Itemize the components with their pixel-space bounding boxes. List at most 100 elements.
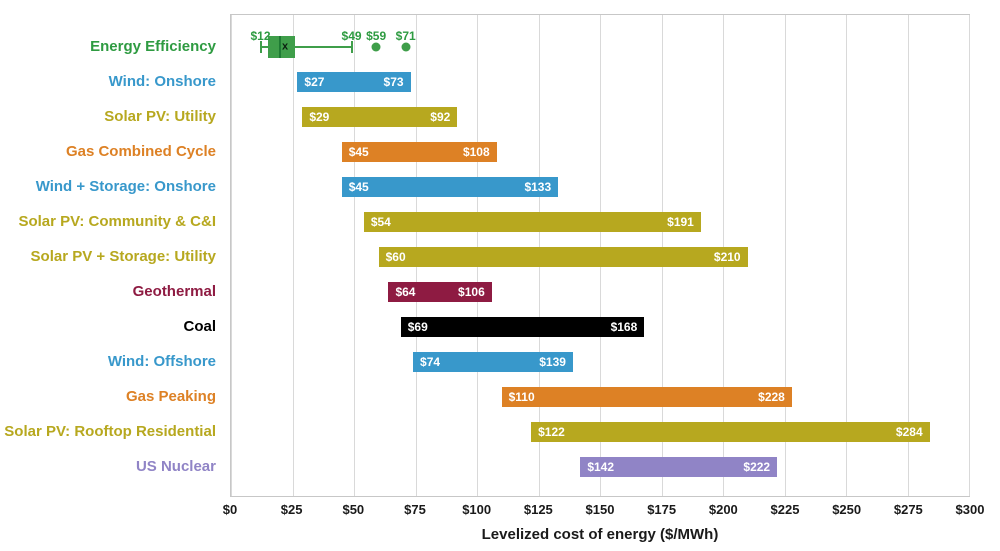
- row-label: Wind: Onshore: [108, 73, 216, 90]
- x-tick-label: $200: [708, 502, 738, 517]
- row-label: Coal: [183, 318, 216, 335]
- row-label: Wind: Offshore: [107, 353, 216, 370]
- x-tick-label: $100: [462, 502, 492, 517]
- chart-row: $69 $168: [231, 309, 969, 344]
- range-bar: $54 $191: [363, 211, 701, 232]
- x-tick-label: $125: [523, 502, 553, 517]
- range-bar: $60 $210: [378, 246, 748, 267]
- range-bar: $74 $139: [413, 351, 573, 372]
- row-label: Gas Combined Cycle: [65, 143, 216, 160]
- bar-max-value: $228: [758, 389, 785, 404]
- gridline: [231, 15, 232, 496]
- row-label: Solar PV: Utility: [104, 108, 216, 125]
- bar-max-value: $210: [713, 249, 741, 264]
- gridline: [292, 15, 294, 496]
- bar-max-value: $133: [524, 179, 552, 194]
- row-label: Geothermal: [132, 283, 216, 300]
- bar-max-value: $284: [895, 424, 923, 439]
- bar-max-value: $108: [462, 144, 490, 159]
- x-tick-label: $175: [647, 502, 677, 517]
- chart-rows: x $12 $49 $59 $71 $27 $73 $29 $92 $45 $108 $45 $133 $…: [231, 15, 969, 496]
- x-axis-title: Levelized cost of energy ($/MWh): [481, 526, 719, 543]
- x-tick-label: $150: [585, 502, 615, 517]
- chart-row: $142 $222: [231, 449, 969, 484]
- row-label: Solar PV + Storage: Utility: [30, 248, 216, 265]
- row-label: Wind + Storage: Onshore: [35, 178, 216, 195]
- range-bar: $64 $106: [388, 281, 492, 302]
- boxplot-box: [267, 35, 295, 58]
- bar-min-value: $74: [420, 354, 441, 369]
- bar-min-value: $29: [309, 109, 330, 124]
- bar-min-value: $122: [538, 424, 565, 439]
- bar-max-value: $106: [458, 284, 485, 299]
- bar-min-value: $142: [587, 459, 615, 474]
- range-bar: $122 $284: [531, 421, 930, 442]
- row-label: Solar PV: Rooftop Residential: [4, 423, 216, 440]
- row-label: Solar PV: Community & C&I: [18, 213, 216, 230]
- x-tick-label: $50: [342, 502, 365, 517]
- chart-row: $29 $92: [231, 99, 969, 134]
- boxplot-outlier-dot: [401, 42, 411, 51]
- boxplot-annotation: $71: [395, 29, 416, 43]
- x-axis-ticks: $0 $25 $50 $75 $100 $125 $150 $175 $200 $225 $250 $…: [223, 502, 985, 518]
- boxplot-row: x $12 $49 $59 $71: [231, 29, 969, 64]
- bar-max-value: $191: [667, 214, 694, 229]
- range-bar: $45 $133: [341, 176, 559, 197]
- bar-min-value: $45: [348, 144, 369, 159]
- boxplot-whisker-line: [260, 45, 352, 48]
- bar-max-value: $73: [383, 74, 404, 89]
- gridline: [969, 15, 970, 496]
- bar-max-value: $168: [610, 319, 638, 334]
- range-bar: $29 $92: [302, 106, 458, 127]
- chart-row: $74 $139: [231, 344, 969, 379]
- range-bar: $110 $228: [501, 386, 792, 407]
- x-tick-label: $0: [222, 502, 238, 517]
- gridline: [784, 15, 786, 496]
- boxplot-whisker-cap: [259, 40, 262, 53]
- chart-row: $45 $133: [231, 169, 969, 204]
- chart-row: $122 $284: [231, 414, 969, 449]
- boxplot-annotation: $12: [250, 29, 271, 43]
- category-labels: Energy Efficiency Wind: Onshore Solar PV: …: [0, 15, 216, 496]
- x-tick-label: $275: [893, 502, 923, 517]
- bar-max-value: $139: [539, 354, 566, 369]
- bar-min-value: $110: [508, 389, 535, 404]
- bar-min-value: $45: [348, 179, 369, 194]
- gridline: [907, 15, 909, 496]
- bar-min-value: $54: [370, 214, 391, 229]
- bar-max-value: $222: [743, 459, 771, 474]
- row-label: Gas Peaking: [125, 388, 216, 405]
- row-label: Energy Efficiency: [90, 38, 216, 55]
- chart-row: $27 $73: [231, 64, 969, 99]
- x-tick-label: $25: [280, 502, 303, 517]
- row-label: US Nuclear: [135, 458, 216, 475]
- plot-area: x $12 $49 $59 $71 $27 $73 $29 $92 $45 $108 $45 $133 $…: [230, 14, 970, 497]
- chart-row: $54 $191: [231, 204, 969, 239]
- bar-min-value: $64: [395, 284, 416, 299]
- boxplot-annotation: $49: [341, 29, 362, 43]
- chart-row: $45 $108: [231, 134, 969, 169]
- x-tick-label: $225: [770, 502, 800, 517]
- bar-max-value: $92: [430, 109, 451, 124]
- range-bar: $27 $73: [297, 71, 411, 92]
- boxplot-median-line: [279, 35, 282, 58]
- range-bar: $45 $108: [341, 141, 497, 162]
- bar-min-value: $60: [385, 249, 406, 264]
- boxplot-annotation: $59: [366, 29, 387, 43]
- range-bar: $142 $222: [580, 456, 778, 477]
- chart-row: $64 $106: [231, 274, 969, 309]
- gridline: [846, 15, 847, 496]
- boxplot-whisker-cap: [350, 40, 353, 53]
- boxplot-outlier-dot: [371, 42, 381, 51]
- chart-row: $110 $228: [231, 379, 969, 414]
- range-bar: $69 $168: [400, 316, 645, 337]
- x-tick-label: $75: [404, 502, 426, 517]
- gridline: [354, 15, 355, 496]
- x-tick-label: $250: [832, 502, 862, 517]
- bar-min-value: $69: [407, 319, 428, 334]
- chart-row: $60 $210: [231, 239, 969, 274]
- boxplot-mean-marker: x: [282, 40, 289, 52]
- x-tick-label: $300: [955, 502, 985, 517]
- bar-min-value: $27: [304, 74, 325, 89]
